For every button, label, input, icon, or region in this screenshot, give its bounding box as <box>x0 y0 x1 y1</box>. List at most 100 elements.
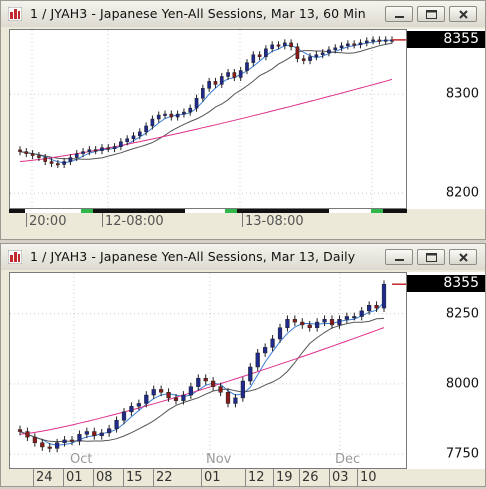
candle <box>166 388 171 402</box>
maximize-button[interactable] <box>417 6 445 22</box>
candle <box>320 49 325 59</box>
day-tick <box>201 469 202 487</box>
candle <box>32 433 37 447</box>
candle <box>329 315 335 329</box>
price-scale[interactable]: 8355 8300 8200 <box>407 29 485 209</box>
candle <box>87 146 92 156</box>
day-label: 01 <box>66 470 83 485</box>
candle <box>93 146 98 155</box>
candle <box>175 110 180 121</box>
candle <box>383 36 388 45</box>
candle <box>251 51 256 67</box>
ma-fast-line <box>19 301 385 446</box>
candle <box>367 301 372 315</box>
candle <box>248 363 253 385</box>
time-axis[interactable]: 24 01 08 15 22 01 12 19 26 03 10 <box>9 469 407 489</box>
time-tick <box>26 213 27 227</box>
price-chart-area[interactable] <box>9 29 407 209</box>
candle <box>129 402 134 416</box>
candle <box>114 416 119 433</box>
title-bar[interactable]: 1 / JYAH3 - Japanese Yen-All Sessions, M… <box>1 244 485 270</box>
candle <box>55 438 60 453</box>
day-tick <box>153 469 154 487</box>
candle <box>322 315 327 327</box>
price-chart-area[interactable]: Oct Nov Dec <box>9 272 407 469</box>
day-label: 19 <box>276 470 293 485</box>
day-label: 08 <box>96 470 113 485</box>
candle <box>81 148 85 158</box>
month-label: Nov <box>206 452 232 467</box>
candle <box>84 427 89 439</box>
time-tick <box>102 213 103 227</box>
session-segment <box>185 209 225 213</box>
day-label: 24 <box>36 470 53 485</box>
close-button[interactable] <box>449 6 477 22</box>
price-label: 8300 <box>445 86 479 102</box>
candle <box>295 43 300 63</box>
candle <box>255 349 260 371</box>
price-scale[interactable]: 8355 8250 8000 7750 <box>407 272 485 469</box>
candle <box>270 335 275 352</box>
candle <box>213 77 218 88</box>
candle <box>226 68 230 81</box>
maximize-button[interactable] <box>417 249 445 265</box>
candle <box>337 315 342 329</box>
candle <box>327 46 331 57</box>
day-tick <box>63 469 64 487</box>
candle <box>62 157 66 169</box>
candle <box>277 323 283 343</box>
candle <box>358 39 363 49</box>
candle <box>99 429 104 440</box>
candle <box>300 318 305 329</box>
window-title: 1 / JYAH3 - Japanese Yen-All Sessions, M… <box>30 249 356 264</box>
candle <box>364 37 369 47</box>
candle <box>377 36 382 45</box>
candle <box>77 430 82 446</box>
minimize-button[interactable] <box>385 6 413 22</box>
day-label: 12 <box>248 470 265 485</box>
candle <box>257 51 262 61</box>
candle <box>137 128 142 140</box>
candle <box>245 59 249 75</box>
candle <box>201 84 205 102</box>
candle <box>163 110 167 119</box>
session-segment <box>25 209 81 213</box>
close-icon <box>459 10 468 19</box>
title-bar[interactable]: 1 / JYAH3 - Japanese Yen-All Sessions, M… <box>1 1 485 27</box>
candle <box>112 143 117 153</box>
candle <box>359 306 364 321</box>
candle <box>285 315 290 332</box>
candle <box>276 41 281 50</box>
candle <box>352 40 356 49</box>
candle <box>24 148 29 158</box>
close-button[interactable] <box>449 249 477 265</box>
candle <box>182 108 186 118</box>
candle <box>233 393 238 408</box>
candle <box>121 407 127 425</box>
minimize-button[interactable] <box>385 249 413 265</box>
candle <box>125 135 130 146</box>
ma-long-line <box>19 78 393 162</box>
candle <box>30 150 35 160</box>
candle <box>264 45 268 61</box>
chart-window-daily[interactable]: 1 / JYAH3 - Japanese Yen-All Sessions, M… <box>0 243 486 487</box>
candle <box>263 343 268 357</box>
session-bar <box>9 209 407 213</box>
candle <box>25 427 30 442</box>
candle <box>211 377 216 391</box>
session-segment <box>371 209 383 213</box>
time-axis[interactable]: 20:00 12-08:00 13-08:00 <box>9 209 407 229</box>
candle <box>69 436 75 446</box>
candle <box>156 111 161 123</box>
candle <box>49 157 54 168</box>
candle <box>292 315 297 327</box>
candle <box>181 391 186 405</box>
chart-window-hourly[interactable]: 1 / JYAH3 - Japanese Yen-All Sessions, M… <box>0 0 486 240</box>
candle <box>169 110 174 121</box>
candle <box>225 388 231 408</box>
candle <box>43 154 48 166</box>
maximize-icon <box>426 253 437 262</box>
candle <box>374 301 379 312</box>
candle <box>18 146 22 156</box>
day-label: 03 <box>332 470 349 485</box>
